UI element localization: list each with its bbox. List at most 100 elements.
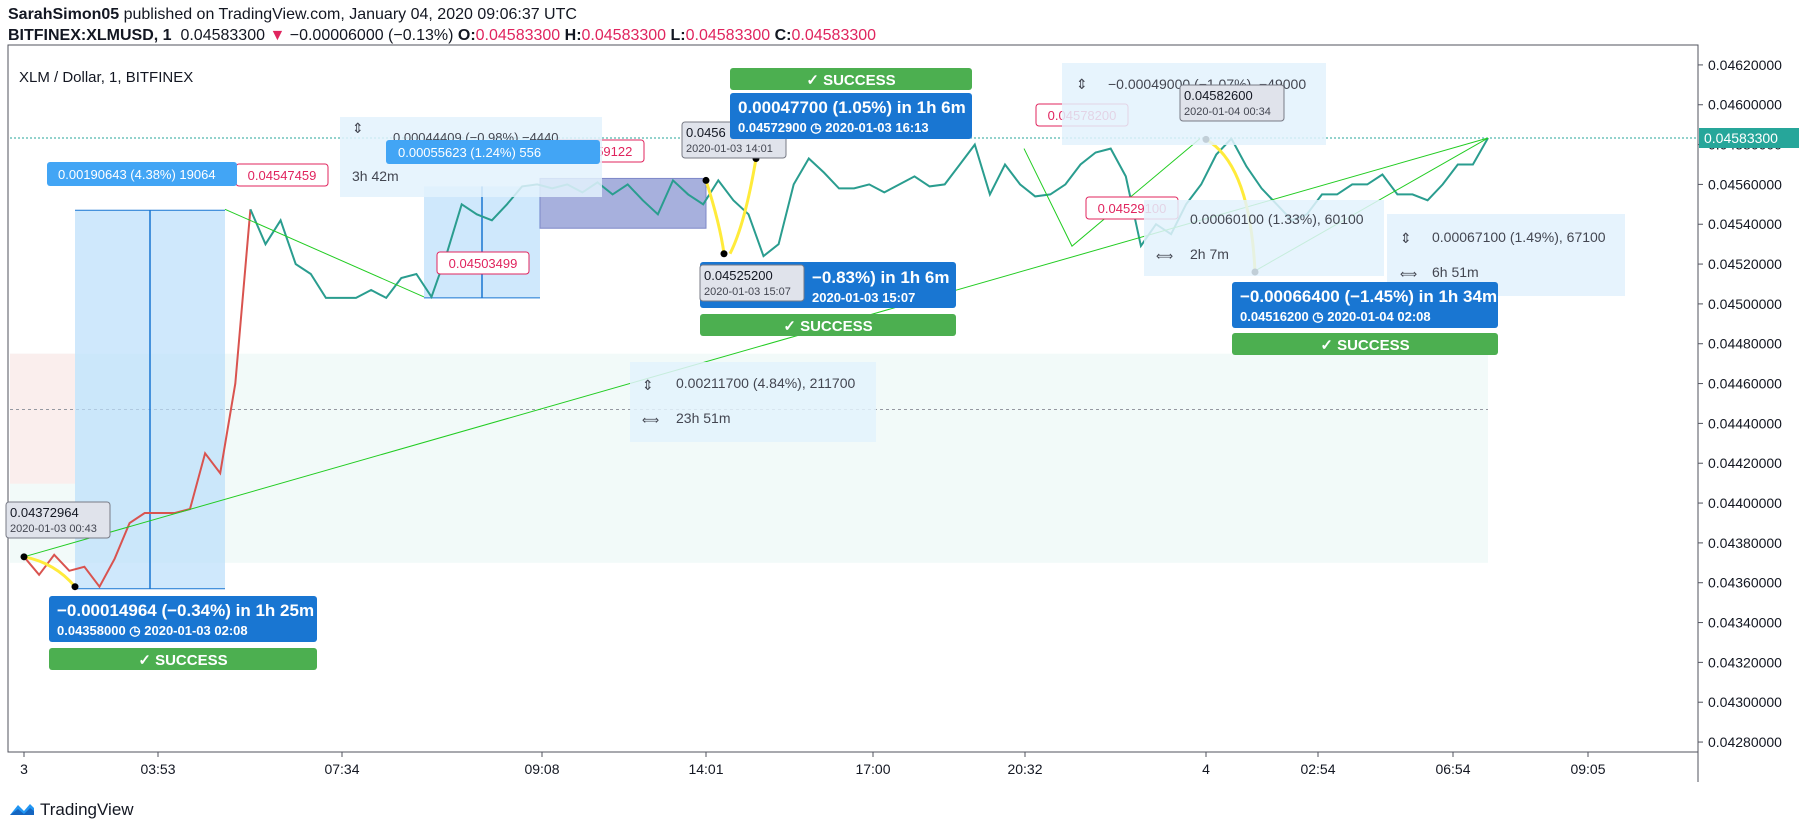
x-tick-label: 09:05 bbox=[1570, 761, 1605, 777]
gray-point-price: 0.0456 bbox=[686, 125, 726, 140]
price-point-label: 0.04503499 bbox=[449, 256, 518, 271]
open-value: 0.04583300 bbox=[475, 27, 561, 44]
ohlc-line: BITFINEX:XLMUSD, 1 0.04583300 ▼ −0.00006… bbox=[8, 27, 876, 48]
price-line-down-segment bbox=[23, 209, 252, 589]
height-icon: ⇕ bbox=[1400, 231, 1412, 247]
y-tick-label: 0.04400000 bbox=[1708, 495, 1782, 511]
x-tick-label: 4 bbox=[1202, 761, 1210, 777]
y-tick-label: 0.04560000 bbox=[1708, 176, 1782, 192]
anchor-dot bbox=[720, 250, 728, 258]
range-label-1-text: 0.00190643 (4.38%) 19064 bbox=[58, 167, 216, 182]
forecast-box bbox=[49, 596, 317, 642]
success-badge bbox=[1232, 333, 1498, 355]
y-tick-label: 0.04320000 bbox=[1708, 654, 1782, 670]
x-tick-label: 03:53 bbox=[140, 761, 175, 777]
gray-point-date: 2020-01-03 00:43 bbox=[10, 523, 97, 535]
gray-point-box bbox=[1179, 84, 1285, 122]
publish-line: SarahSimon05 published on TradingView.co… bbox=[8, 6, 876, 27]
price-axis-bg bbox=[1698, 45, 1805, 782]
anchor-dot bbox=[20, 553, 28, 561]
anchor-dot bbox=[702, 176, 710, 184]
x-tick-label: 06:54 bbox=[1435, 761, 1470, 777]
range-info-4-time: 2h 7m bbox=[1190, 246, 1229, 262]
gray-point-box bbox=[5, 501, 111, 539]
success-label: ✓ SUCCESS bbox=[806, 72, 895, 89]
chart-title: XLM / Dollar, 1, BITFINEX bbox=[19, 69, 193, 86]
gray-point-price: 0.04525200 bbox=[704, 268, 773, 283]
x-tick-label: 09:08 bbox=[524, 761, 559, 777]
high-value: 0.04583300 bbox=[581, 27, 667, 44]
forecast-box bbox=[1232, 282, 1498, 328]
trend-line-b bbox=[1023, 138, 1201, 247]
y-tick-label: 0.04500000 bbox=[1708, 296, 1782, 312]
y-tick-label: 0.04520000 bbox=[1708, 256, 1782, 272]
x-tick-label: 20:32 bbox=[1007, 761, 1042, 777]
high-label: H: bbox=[564, 27, 582, 44]
x-tick-label: 3 bbox=[20, 761, 28, 777]
y-tick-label: 0.04600000 bbox=[1708, 97, 1782, 113]
forecast-sub: 0.04516200 ◷ 2020-01-04 02:08 bbox=[1240, 309, 1431, 324]
last-price-tag-label: 0.04583300 bbox=[1704, 130, 1778, 146]
low-value: 0.04583300 bbox=[685, 27, 771, 44]
range-info-4-text: 0.00060100 (1.33%), 60100 bbox=[1190, 211, 1364, 227]
gray-point-date: 2020-01-03 14:01 bbox=[686, 143, 773, 155]
x-tick-label: 07:34 bbox=[324, 761, 359, 777]
publisher-name[interactable]: SarahSimon05 bbox=[8, 6, 120, 23]
y-tick-label: 0.04440000 bbox=[1708, 415, 1782, 431]
last-price: 0.04583300 bbox=[180, 27, 265, 44]
forecast-box bbox=[730, 93, 972, 139]
open-label: O: bbox=[457, 27, 476, 44]
y-tick-label: 0.04420000 bbox=[1708, 455, 1782, 471]
trend-line-a bbox=[224, 208, 425, 298]
price-change: −0.00006000 (−0.13%) bbox=[289, 27, 454, 44]
close-value: 0.04583300 bbox=[791, 27, 877, 44]
height-icon: ⇕ bbox=[1076, 77, 1088, 93]
forecast-arrow-1 bbox=[23, 555, 77, 588]
y-tick-label: 0.04340000 bbox=[1708, 615, 1782, 631]
range-label-1 bbox=[47, 162, 237, 186]
range-info-4-bg bbox=[1144, 200, 1384, 276]
range-label-2-text: 0.00055623 (1.24%) 556 bbox=[398, 145, 541, 160]
footer-brand[interactable]: TradingView bbox=[40, 800, 134, 819]
success-label: ✓ SUCCESS bbox=[1320, 337, 1409, 354]
y-tick-label: 0.04460000 bbox=[1708, 376, 1782, 392]
close-label: C: bbox=[774, 27, 792, 44]
range-info-5-time: 6h 51m bbox=[1432, 264, 1479, 280]
forecast-arrow-2 bbox=[704, 179, 726, 254]
range-info-3-bg bbox=[630, 362, 876, 442]
forecast-main: 0.00047700 (1.05%) in 1h 6m bbox=[738, 98, 966, 117]
y-tick-label: 0.04620000 bbox=[1708, 57, 1782, 73]
range-label-2 bbox=[386, 140, 600, 164]
range-info-2-time: 3h 42m bbox=[352, 168, 399, 184]
gray-point-date: 2020-01-03 15:07 bbox=[704, 286, 791, 298]
x-tick-label: 17:00 bbox=[855, 761, 890, 777]
range-info-3-time: 23h 51m bbox=[676, 410, 730, 426]
short-zone bbox=[10, 353, 75, 484]
y-tick-label: 0.04540000 bbox=[1708, 216, 1782, 232]
success-badge bbox=[49, 648, 317, 670]
price-point-box bbox=[436, 251, 530, 275]
gray-point-box bbox=[699, 264, 805, 302]
y-tick-label: 0.04480000 bbox=[1708, 336, 1782, 352]
forecast-sub: 0.04358000 ◷ 2020-01-03 02:08 bbox=[57, 623, 248, 638]
width-icon: ⟺ bbox=[1156, 249, 1173, 263]
x-tick-label: 02:54 bbox=[1300, 761, 1335, 777]
width-icon: ⟺ bbox=[642, 413, 659, 427]
forecast-sub: 2020-01-03 15:07 bbox=[812, 290, 915, 305]
gray-point-price: 0.04582600 bbox=[1184, 88, 1253, 103]
height-icon: ⇕ bbox=[642, 378, 654, 394]
forecast-main: −0.83%) in 1h 6m bbox=[812, 268, 949, 287]
down-arrow-icon: ▼ bbox=[269, 27, 286, 44]
y-tick-label: 0.04380000 bbox=[1708, 535, 1782, 551]
published-text: published on TradingView.com, January 04… bbox=[123, 6, 577, 23]
gray-point-price: 0.04372964 bbox=[10, 505, 79, 520]
price-point-label: 0.04547459 bbox=[248, 168, 317, 183]
y-tick-label: 0.04360000 bbox=[1708, 575, 1782, 591]
chart-header: SarahSimon05 published on TradingView.co… bbox=[8, 6, 876, 48]
low-label: L: bbox=[670, 27, 686, 44]
height-icon: ⇕ bbox=[352, 121, 364, 137]
range-info-5-text: 0.00067100 (1.49%), 67100 bbox=[1432, 229, 1606, 245]
success-label: ✓ SUCCESS bbox=[138, 652, 227, 669]
y-tick-label: 0.04280000 bbox=[1708, 734, 1782, 750]
